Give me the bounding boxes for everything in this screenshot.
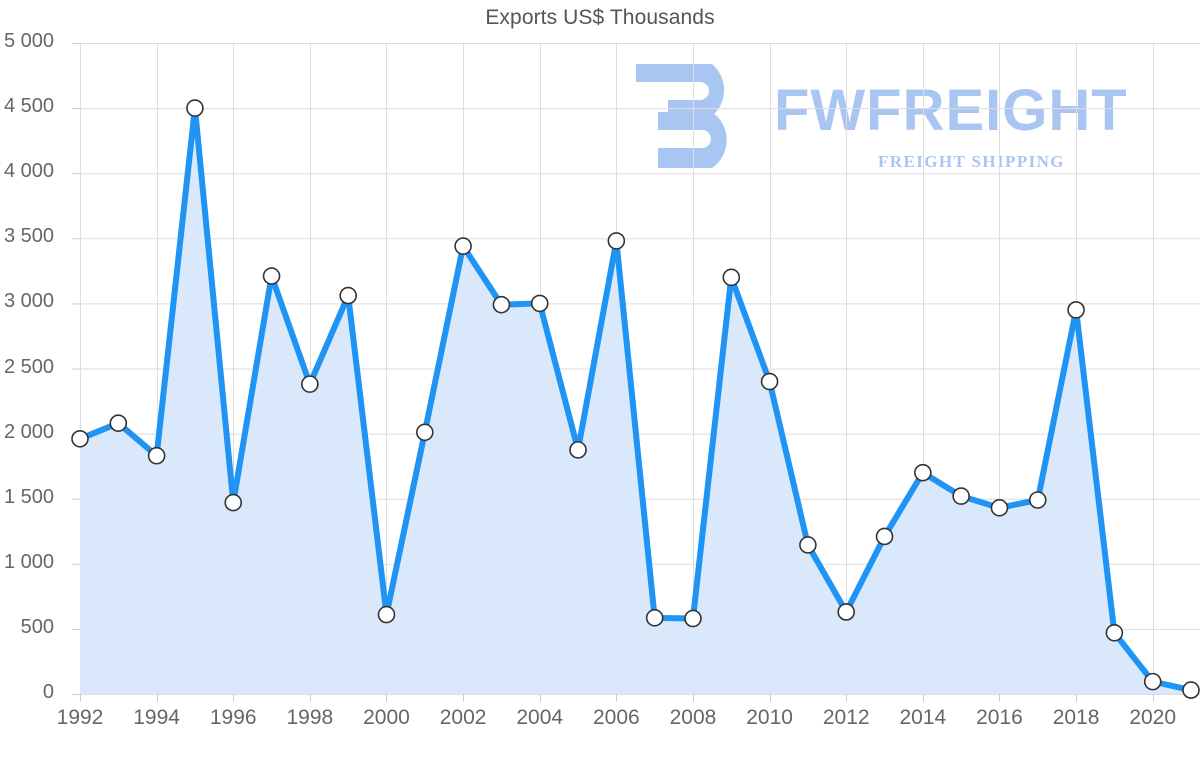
data-point-marker[interactable] (492, 295, 511, 314)
y-axis-tick-label: 500 (20, 615, 54, 638)
data-point-marker[interactable] (415, 423, 434, 442)
chart-title: Exports US$ Thousands (485, 6, 715, 29)
data-point-markers (71, 99, 1200, 699)
y-axis-tick-label: 2 000 (3, 420, 54, 443)
data-point-marker[interactable] (914, 463, 932, 482)
x-axis-tick-label: 2016 (976, 706, 1023, 729)
area-fill (80, 108, 1191, 695)
data-point-marker[interactable] (224, 493, 243, 512)
x-axis-tick-label: 1998 (286, 706, 334, 729)
y-axis-tick-label: 4 000 (3, 160, 54, 183)
data-point-marker[interactable] (530, 294, 549, 313)
y-axis-tick-label: 5 000 (3, 30, 54, 52)
data-point-marker[interactable] (454, 237, 472, 255)
x-axis-tick-label: 2018 (1052, 706, 1100, 729)
y-axis-tick-label: 0 (42, 681, 54, 703)
x-axis-tick-label: 2006 (592, 706, 640, 729)
data-point-marker[interactable] (684, 609, 702, 628)
data-point-marker[interactable] (875, 527, 894, 546)
data-point-marker[interactable] (990, 499, 1009, 517)
data-point-marker[interactable] (377, 605, 396, 624)
y-axis-tick-label: 1 000 (3, 550, 54, 573)
data-point-marker[interactable] (837, 603, 856, 621)
data-point-marker[interactable] (301, 375, 319, 393)
x-axis-tick-label: 2000 (363, 706, 410, 729)
data-point-marker[interactable] (607, 232, 626, 250)
data-point-marker[interactable] (262, 267, 281, 285)
data-point-marker[interactable] (1143, 672, 1162, 691)
data-point-marker[interactable] (147, 446, 166, 465)
y-axis-tick-label: 1 500 (3, 485, 54, 508)
x-axis-tick-label: 1994 (133, 706, 180, 729)
data-point-marker[interactable] (722, 268, 741, 287)
x-axis-tick-label: 1996 (209, 706, 257, 729)
x-axis-tick-label: 2014 (899, 706, 947, 729)
data-point-marker[interactable] (109, 414, 128, 432)
x-axis-tick-label: 2008 (669, 706, 717, 729)
x-axis-tick-label: 2012 (822, 706, 870, 729)
area-fill-path (80, 108, 1191, 695)
data-point-marker[interactable] (569, 441, 587, 459)
y-axis-tick-label: 3 000 (3, 290, 54, 313)
x-axis-tick-label: 2020 (1129, 706, 1177, 729)
x-axis-tick-label: 2010 (746, 706, 793, 729)
y-axis-tick-label: 3 500 (3, 225, 54, 248)
data-point-marker[interactable] (760, 372, 779, 391)
y-axis-tick-label: 2 500 (3, 355, 54, 378)
x-axis-tick-label: 2002 (439, 706, 487, 729)
data-point-marker[interactable] (799, 536, 817, 554)
data-point-marker[interactable] (1067, 301, 1085, 319)
data-point-marker[interactable] (1105, 624, 1124, 642)
x-axis-tick-label: 1992 (56, 706, 104, 729)
data-point-marker[interactable] (952, 487, 970, 505)
data-point-marker[interactable] (1028, 491, 1047, 509)
data-point-marker[interactable] (186, 99, 204, 117)
data-point-marker[interactable] (339, 286, 357, 305)
data-point-marker[interactable] (645, 609, 664, 627)
y-axis-tick-label: 4 500 (3, 95, 54, 118)
data-point-marker[interactable] (1182, 681, 1200, 699)
x-axis-tick-label: 2004 (516, 706, 564, 729)
data-point-marker[interactable] (71, 430, 89, 448)
